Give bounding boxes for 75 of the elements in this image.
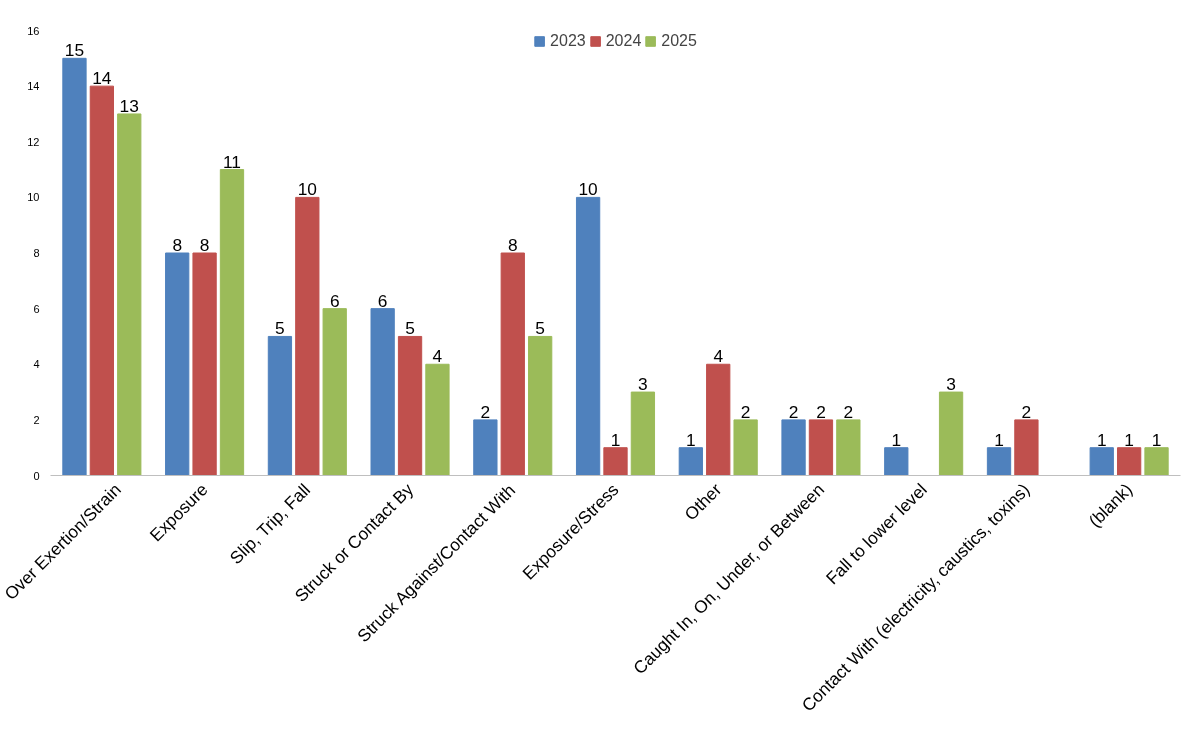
bar bbox=[397, 335, 423, 476]
bar bbox=[528, 335, 553, 476]
bar bbox=[836, 419, 861, 476]
y-tick-label: 4 bbox=[33, 358, 40, 371]
data-label: 1 bbox=[1124, 429, 1134, 450]
data-label: 6 bbox=[377, 290, 388, 311]
data-label: 8 bbox=[172, 235, 183, 255]
data-label: 2 bbox=[1021, 401, 1032, 422]
y-tick-label: 2 bbox=[33, 413, 40, 426]
data-label: 2 bbox=[788, 401, 799, 422]
data-label: 6 bbox=[329, 290, 340, 311]
bar bbox=[1144, 447, 1169, 476]
bar bbox=[425, 363, 450, 476]
x-tick-label: Slip, Trip, Fall bbox=[225, 479, 315, 569]
data-label: 4 bbox=[713, 346, 724, 367]
y-tick-label: 10 bbox=[27, 191, 40, 204]
data-label: 10 bbox=[578, 179, 598, 200]
bar bbox=[706, 363, 731, 476]
data-label: 5 bbox=[275, 318, 285, 339]
data-label: 3 bbox=[946, 374, 956, 395]
bar bbox=[192, 252, 217, 476]
bar bbox=[219, 169, 245, 476]
data-label: 14 bbox=[92, 68, 112, 89]
bar bbox=[986, 447, 1012, 476]
bar bbox=[370, 308, 395, 476]
data-label: 3 bbox=[638, 374, 648, 395]
y-tick-label: 6 bbox=[33, 302, 40, 315]
bar bbox=[500, 252, 525, 476]
data-label: 1 bbox=[1096, 429, 1107, 450]
bar bbox=[678, 447, 703, 476]
bar bbox=[575, 196, 601, 476]
data-label: 2 bbox=[480, 401, 491, 422]
y-tick-label: 8 bbox=[33, 247, 40, 259]
data-label: 1 bbox=[994, 429, 1004, 450]
bar bbox=[117, 113, 142, 476]
legend-label: 2024 bbox=[605, 32, 642, 50]
data-label: 13 bbox=[119, 95, 139, 116]
bar bbox=[267, 335, 293, 476]
bar bbox=[89, 85, 115, 476]
data-label: 8 bbox=[199, 235, 210, 255]
data-label: 1 bbox=[686, 429, 696, 450]
data-label: 1 bbox=[1151, 429, 1162, 450]
y-tick-label: 16 bbox=[27, 24, 40, 37]
y-tick-label: 14 bbox=[27, 80, 40, 93]
data-label: 5 bbox=[405, 318, 415, 339]
bar bbox=[62, 57, 87, 476]
data-label: 2 bbox=[843, 401, 854, 422]
legend-label: 2023 bbox=[550, 32, 586, 50]
data-label: 2 bbox=[816, 401, 826, 422]
data-label: 1 bbox=[610, 429, 621, 450]
y-tick-label: 0 bbox=[33, 469, 40, 482]
bar bbox=[781, 419, 806, 476]
legend-label: 2025 bbox=[661, 32, 697, 50]
bar bbox=[473, 419, 498, 476]
bar bbox=[630, 391, 656, 476]
bar bbox=[322, 308, 347, 476]
bar bbox=[808, 419, 834, 476]
data-label: 11 bbox=[222, 151, 241, 172]
bar bbox=[165, 252, 190, 476]
data-label: 15 bbox=[64, 40, 85, 61]
bar bbox=[295, 196, 320, 476]
data-label: 1 bbox=[891, 429, 902, 450]
bar bbox=[884, 447, 909, 476]
bar bbox=[603, 447, 628, 476]
bar bbox=[1116, 447, 1142, 476]
bar bbox=[1089, 447, 1114, 476]
bar bbox=[733, 419, 758, 476]
data-label: 8 bbox=[507, 235, 518, 255]
bar bbox=[938, 391, 964, 476]
data-label: 2 bbox=[740, 401, 751, 422]
y-tick-label: 12 bbox=[27, 135, 40, 148]
data-label: 10 bbox=[297, 179, 317, 200]
bar bbox=[1014, 419, 1039, 476]
data-label: 4 bbox=[432, 346, 443, 367]
data-label: 5 bbox=[535, 318, 545, 339]
